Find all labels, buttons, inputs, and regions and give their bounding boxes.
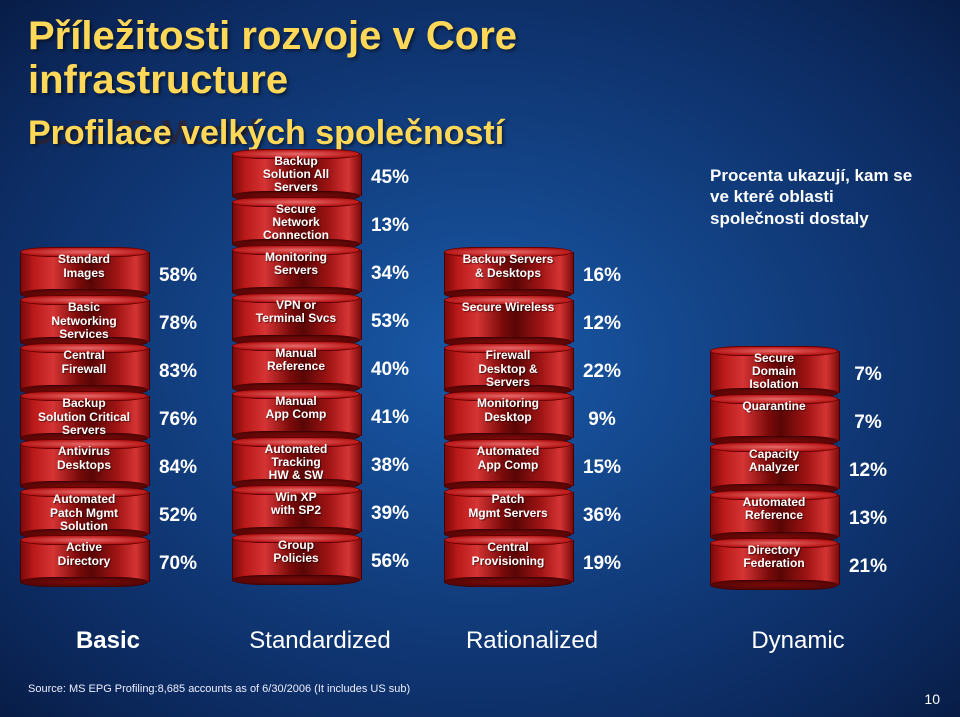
cylinder-label: Firewall Desktop & Servers: [444, 349, 572, 391]
cylinder-slice: Group Policies: [232, 539, 360, 585]
percentage-value: 41%: [366, 407, 414, 429]
cylinder-slice: VPN or Terminal Svcs: [232, 299, 360, 345]
cylinder-slice: Firewall Desktop & Servers: [444, 349, 572, 395]
column-title: Basic: [0, 627, 216, 655]
percentage-value: 19%: [578, 553, 626, 575]
cylinder-slice: Monitoring Desktop: [444, 397, 572, 443]
cylinder-slice: Directory Federation: [710, 544, 838, 590]
cylinder-label: Secure Network Connection: [232, 203, 360, 245]
cylinder-label: Secure Wireless: [444, 301, 572, 343]
cylinder-slice: Manual App Comp: [232, 395, 360, 441]
percentage-value: 78%: [154, 313, 202, 335]
cylinder-label: Manual Reference: [232, 347, 360, 389]
cylinder-slice: Standard Images: [20, 253, 148, 299]
cylinder-label: Standard Images: [20, 253, 148, 295]
column-title: Rationalized: [424, 627, 640, 655]
cylinder-label: Central Firewall: [20, 349, 148, 391]
cylinder-label: Automated Reference: [710, 496, 838, 538]
cylinder-slice: Secure Domain Isolation: [710, 352, 838, 398]
percentage-value: 34%: [366, 263, 414, 285]
cylinder-slice: Central Provisioning: [444, 541, 572, 587]
page-number: 10: [924, 691, 940, 707]
percentage-value: 12%: [578, 313, 626, 335]
cylinder-slice: Capacity Analyzer: [710, 448, 838, 494]
cylinder-column-0: Standard Images Basic Networking Services…: [20, 155, 148, 655]
cylinder-label: Automated Patch Mgmt Solution: [20, 493, 148, 535]
cylinder-label: Central Provisioning: [444, 541, 572, 583]
percentage-value: 16%: [578, 265, 626, 287]
cylinder-label: Win XP with SP2: [232, 491, 360, 533]
percentage-value: 39%: [366, 503, 414, 525]
percentage-value: 38%: [366, 455, 414, 477]
cylinder-label: Manual App Comp: [232, 395, 360, 437]
cylinder-slice: Automated Patch Mgmt Solution: [20, 493, 148, 539]
percentage-value: 15%: [578, 457, 626, 479]
percentage-value: 84%: [154, 457, 202, 479]
percentage-value: 40%: [366, 359, 414, 381]
columns-area: Standard Images Basic Networking Services…: [20, 155, 940, 655]
percentage-value: 7%: [844, 364, 892, 386]
subtitle: Profilace velkých společností: [28, 114, 504, 153]
cylinder-label: Active Directory: [20, 541, 148, 583]
column-title: Dynamic: [690, 627, 906, 655]
cylinder-slice: Antivirus Desktops: [20, 445, 148, 491]
percentage-value: 58%: [154, 265, 202, 287]
cylinder-slice: Active Directory: [20, 541, 148, 587]
percentage-value: 13%: [366, 215, 414, 237]
cylinder-column-1: Backup Solution All Servers Secure Networ…: [232, 155, 360, 655]
percentage-value: 22%: [578, 361, 626, 383]
cylinder-slice: Automated App Comp: [444, 445, 572, 491]
cylinder-label: VPN or Terminal Svcs: [232, 299, 360, 341]
cylinder-slice: Secure Wireless: [444, 301, 572, 347]
percentage-value: 9%: [578, 409, 626, 431]
percentage-value: 7%: [844, 412, 892, 434]
percentage-value: 70%: [154, 553, 202, 575]
cylinder-slice: Automated Reference: [710, 496, 838, 542]
percentage-value: 12%: [844, 460, 892, 482]
cylinder-slice: Quarantine: [710, 400, 838, 446]
cylinder-slice: Basic Networking Services: [20, 301, 148, 347]
cylinder-slice: Win XP with SP2: [232, 491, 360, 537]
cylinder-column-3: Secure Domain Isolation Quarantine Capacit…: [710, 155, 838, 655]
cylinder-label: Capacity Analyzer: [710, 448, 838, 490]
cylinder-label: Backup Servers & Desktops: [444, 253, 572, 295]
cylinder-label: Quarantine: [710, 400, 838, 442]
cylinder-slice: Manual Reference: [232, 347, 360, 393]
cylinder-label: Patch Mgmt Servers: [444, 493, 572, 535]
cylinder-label: Monitoring Servers: [232, 251, 360, 293]
cylinder-label: Secure Domain Isolation: [710, 352, 838, 394]
cylinder-label: Backup Solution All Servers: [232, 155, 360, 197]
footnote: Source: MS EPG Profiling:8,685 accounts …: [28, 683, 410, 695]
cylinder-label: Group Policies: [232, 539, 360, 581]
percentage-value: 36%: [578, 505, 626, 527]
percentage-value: 83%: [154, 361, 202, 383]
cylinder-label: Antivirus Desktops: [20, 445, 148, 487]
cylinder-slice: Central Firewall: [20, 349, 148, 395]
cylinder-slice: Backup Servers & Desktops: [444, 253, 572, 299]
cylinder-label: Directory Federation: [710, 544, 838, 586]
cylinder-slice: Patch Mgmt Servers: [444, 493, 572, 539]
cylinder-label: Backup Solution Critical Servers: [20, 397, 148, 439]
cylinder-label: Automated Tracking HW & SW: [232, 443, 360, 485]
cylinder-slice: Secure Network Connection: [232, 203, 360, 249]
cylinder-label: Monitoring Desktop: [444, 397, 572, 439]
column-title: Standardized: [212, 627, 428, 655]
cylinder-slice: Monitoring Servers: [232, 251, 360, 297]
cylinder-slice: Backup Solution All Servers: [232, 155, 360, 201]
cylinder-label: Basic Networking Services: [20, 301, 148, 343]
percentage-value: 76%: [154, 409, 202, 431]
page-title: Příležitosti rozvoje v Core infrastructu…: [28, 14, 517, 102]
percentage-value: 13%: [844, 508, 892, 530]
cylinder-column-2: Backup Servers & Desktops Secure Wireless…: [444, 155, 572, 655]
percentage-value: 45%: [366, 167, 414, 189]
cylinder-slice: Backup Solution Critical Servers: [20, 397, 148, 443]
cylinder-slice: Automated Tracking HW & SW: [232, 443, 360, 489]
cylinder-label: Automated App Comp: [444, 445, 572, 487]
percentage-value: 56%: [366, 551, 414, 573]
percentage-value: 52%: [154, 505, 202, 527]
percentage-value: 53%: [366, 311, 414, 333]
percentage-value: 21%: [844, 556, 892, 578]
